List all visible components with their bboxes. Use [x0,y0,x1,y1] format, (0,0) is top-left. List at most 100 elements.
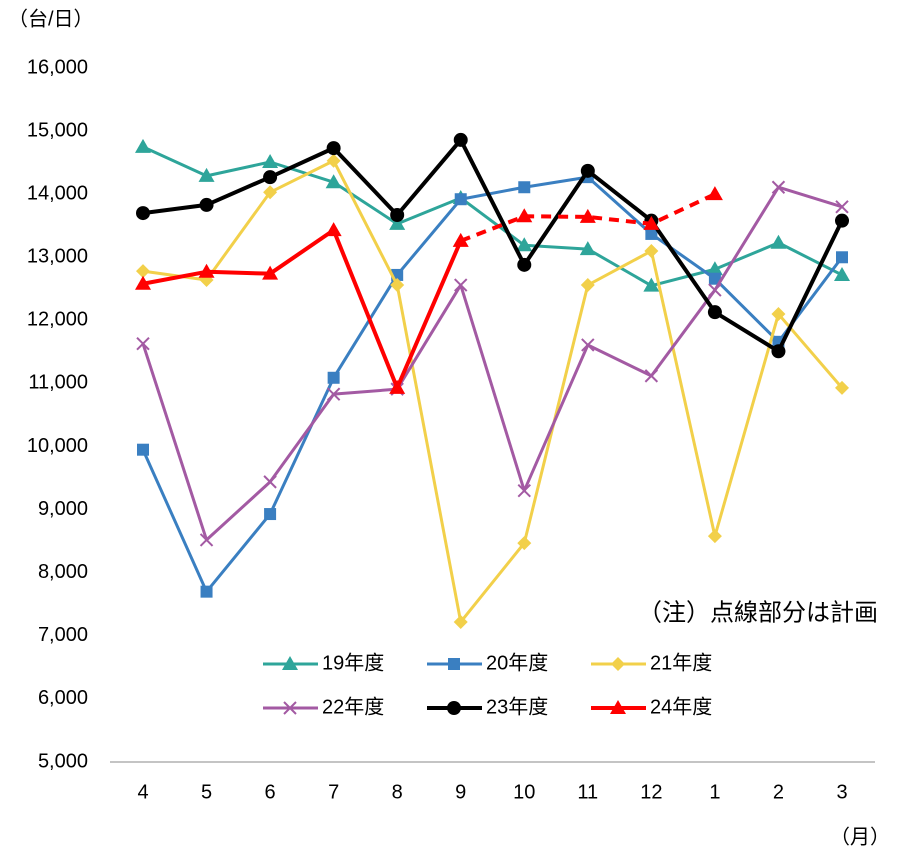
legend-marker [283,701,297,715]
point [263,185,278,200]
point [517,484,531,498]
point [835,200,849,214]
y-tick-label: 6,000 [38,687,88,709]
y-tick-label: 13,000 [27,246,88,268]
point [390,278,405,293]
legend-marker [282,656,298,670]
point [136,336,150,351]
point [707,529,722,544]
point [262,265,279,280]
point [326,141,341,156]
legend-label: 19年度 [322,651,384,674]
legend-marker [448,658,460,670]
point [264,508,277,521]
line-series [142,137,844,354]
y-tick-label: 7,000 [38,624,88,646]
point [771,307,786,322]
point [835,213,849,228]
point [135,275,151,290]
point [643,215,660,230]
point [199,197,214,212]
point [579,241,596,256]
legend-marker [610,700,626,714]
line-series [142,159,844,624]
legend-label: 21年度 [650,651,712,674]
point [644,243,659,258]
x-unit-label: （月） [830,825,890,848]
point [389,215,406,230]
point [516,208,533,223]
line-series [142,145,843,288]
x-tick-label: 8 [392,781,403,803]
legend-label: 20年度 [486,651,548,674]
line-series [142,228,463,390]
y-unit-label: （台/日） [8,7,94,30]
point [200,585,213,598]
point [580,163,595,178]
point [262,154,279,169]
point [389,379,406,394]
point [453,132,468,147]
y-tick-label: 15,000 [27,119,88,141]
x-tick-label: 2 [773,781,784,803]
line-series [141,175,844,594]
x-tick-label: 7 [328,781,339,803]
point [643,277,660,292]
point [516,237,533,252]
x-tick-label: 1 [709,781,720,803]
point [263,475,277,489]
point [326,387,341,401]
point [199,533,214,547]
legend-label: 23年度 [486,695,548,718]
x-tick-label: 12 [640,781,662,803]
point [136,264,150,279]
point [135,138,151,153]
point [835,380,849,395]
y-tick-label: 10,000 [27,435,88,457]
point [706,186,723,201]
point [453,614,468,629]
point [771,180,786,194]
line-series [141,185,843,542]
legend-marker [447,701,461,715]
point [708,283,722,297]
x-tick-label: 9 [455,781,466,803]
point [454,193,467,206]
point [645,227,658,240]
y-tick-label: 11,000 [28,372,88,394]
point [452,232,469,247]
point [263,170,278,185]
point [137,443,149,456]
point [136,206,150,221]
y-tick-label: 5,000 [38,750,88,772]
point [836,251,848,264]
point [390,208,405,223]
y-tick-label: 14,000 [27,182,88,204]
point [834,266,850,281]
point [771,344,786,359]
point [198,263,215,278]
point [325,174,342,189]
x-tick-label: 3 [836,781,847,803]
point [325,222,342,237]
point [327,371,340,384]
x-tick-label: 5 [201,781,212,803]
point [644,369,659,383]
legend-label: 22年度 [322,695,384,718]
point [580,278,595,293]
point [517,257,532,272]
point [706,261,723,276]
y-tick-label: 16,000 [27,56,88,78]
point [454,278,468,292]
annotation: （注）点線部分は計画 [638,599,878,626]
point [579,208,596,223]
y-tick-label: 8,000 [38,561,88,583]
point [708,272,721,285]
point [581,338,595,352]
y-tick-label: 12,000 [27,309,88,331]
point [326,153,341,168]
point [770,234,787,249]
point [198,167,215,182]
y-tick-label: 9,000 [38,498,88,520]
